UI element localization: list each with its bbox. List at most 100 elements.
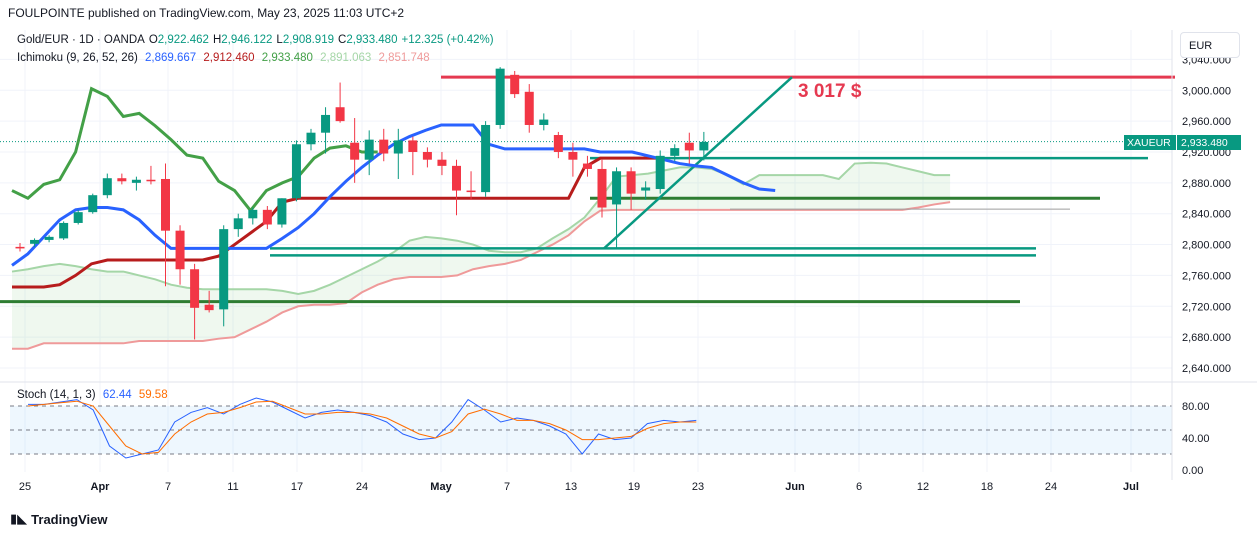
- price-tick-label: 2,680.000: [1182, 332, 1231, 344]
- trend-lines: [603, 76, 793, 250]
- price-tick-label: 3,000.000: [1182, 85, 1231, 97]
- candle-body: [495, 68, 505, 125]
- publisher-line: FOULPOINTE published on TradingView.com,…: [8, 6, 405, 20]
- stochastic-pane: [10, 397, 1172, 459]
- tradingview-logo-text: TradingView: [31, 511, 108, 527]
- candle-body: [626, 171, 636, 194]
- price-tick-label: 2,720.000: [1182, 301, 1231, 313]
- price-tick-label: 2,880.000: [1182, 178, 1231, 190]
- candle-body: [30, 239, 40, 244]
- target-annotation: 3 017 $: [798, 81, 862, 102]
- candle-body: [291, 144, 301, 199]
- candle-body: [553, 135, 563, 152]
- candle-body: [422, 151, 432, 160]
- candle-body: [15, 246, 25, 249]
- currency-button[interactable]: EUR: [1180, 32, 1240, 58]
- candle-body: [670, 148, 680, 156]
- price-tick-label: 2,960.000: [1182, 116, 1231, 128]
- candle-body: [190, 269, 200, 308]
- candle-body: [568, 151, 578, 160]
- ichimoku-lines: [11, 86, 776, 289]
- span-b-value: 2,851.748: [378, 52, 430, 64]
- open-label: O: [148, 34, 158, 46]
- candle-body: [393, 140, 403, 154]
- kijun-value: 2,912.460: [203, 52, 255, 64]
- candle-body: [379, 139, 389, 154]
- price-tick-label: 2,800.000: [1182, 240, 1231, 252]
- candle-body: [204, 304, 214, 311]
- candle-body: [699, 141, 709, 151]
- time-tick-label: Jul: [1123, 481, 1139, 493]
- candle-body: [466, 190, 476, 193]
- candle-body: [102, 178, 112, 196]
- time-tick-label: 6: [856, 481, 862, 493]
- candle-body: [44, 236, 54, 240]
- time-tick-label: 17: [291, 481, 303, 493]
- candle-body: [262, 209, 272, 225]
- candle-body: [335, 107, 345, 122]
- close-value: 2,933.480: [346, 34, 398, 46]
- candle-body: [641, 187, 651, 191]
- stoch-d-line: [27, 400, 697, 455]
- tradingview-logo[interactable]: ▮◣ TradingView: [10, 511, 108, 527]
- time-tick-label: Apr: [91, 481, 111, 493]
- chikou-value: 2,933.480: [261, 52, 313, 64]
- price-tick-label: 2,760.000: [1182, 270, 1231, 282]
- candle-body: [277, 198, 287, 225]
- close-label: C: [338, 34, 347, 46]
- stoch-tick-label: 0.00: [1182, 465, 1203, 477]
- time-tick-label: 11: [227, 481, 238, 493]
- time-tick-label: 24: [356, 481, 368, 493]
- ichimoku-label: Ichimoku (9, 26, 52, 26): [17, 52, 138, 64]
- time-tick-label: Jun: [785, 481, 805, 493]
- price-tag-value: 2,933.480: [1181, 137, 1228, 149]
- candle-body: [612, 171, 622, 205]
- tradingview-logo-icon: ▮◣: [10, 511, 28, 526]
- grid: [0, 30, 1172, 472]
- trend-line: [603, 76, 793, 250]
- candle-body: [452, 165, 461, 191]
- low-label: L: [276, 34, 283, 46]
- price-tick-label: 2,640.000: [1182, 363, 1231, 375]
- candle-body: [248, 209, 258, 219]
- candle-body: [161, 178, 170, 231]
- stoch-k-line: [28, 397, 697, 459]
- time-tick-label: 7: [165, 481, 171, 493]
- stoch-tick-label: 80.00: [1182, 401, 1210, 413]
- candle-body: [306, 132, 316, 145]
- time-tick-label: 19: [628, 481, 640, 493]
- open-value: 2,922.462: [157, 34, 209, 46]
- candle-body: [364, 139, 374, 160]
- low-value: 2,908.919: [282, 34, 334, 46]
- candle-body: [350, 142, 360, 160]
- price-tag: XAUEUR 2,933.480: [1124, 135, 1241, 150]
- stoch-label: Stoch (14, 1, 3): [17, 389, 96, 401]
- high-value: 2,946.122: [221, 34, 273, 46]
- ichimoku-legend: Ichimoku (9, 26, 52, 26) 2,869.667 2,912…: [17, 52, 434, 64]
- candle-body: [684, 142, 694, 151]
- high-label: H: [212, 34, 222, 46]
- time-tick-label: May: [430, 481, 452, 493]
- symbol-legend: Gold/EUR · 1D · OANDA O2,922.462 H2,946.12…: [17, 34, 498, 46]
- candle-body: [131, 179, 141, 183]
- time-tick-label: 23: [692, 481, 704, 493]
- candle-body: [539, 119, 549, 125]
- stoch-d-value: 59.58: [138, 389, 168, 401]
- kijun-sen: [12, 156, 664, 289]
- tenkan-sen: [11, 123, 776, 267]
- candle-body: [524, 91, 534, 125]
- candle-body: [117, 178, 127, 182]
- candle-body: [59, 222, 69, 239]
- candle-body: [481, 124, 491, 193]
- candle-body: [233, 218, 243, 230]
- candle-body: [437, 159, 447, 166]
- candle-body: [321, 114, 331, 133]
- candles: [15, 67, 709, 340]
- price-tag-symbol: XAUEUR: [1127, 137, 1171, 149]
- stoch-legend: Stoch (14, 1, 3) 62.44 59.58: [17, 389, 172, 401]
- horizontal-levels: [0, 75, 1175, 304]
- senkou-span-b: [12, 201, 951, 350]
- candle-body: [73, 212, 83, 223]
- candle-body: [510, 74, 520, 95]
